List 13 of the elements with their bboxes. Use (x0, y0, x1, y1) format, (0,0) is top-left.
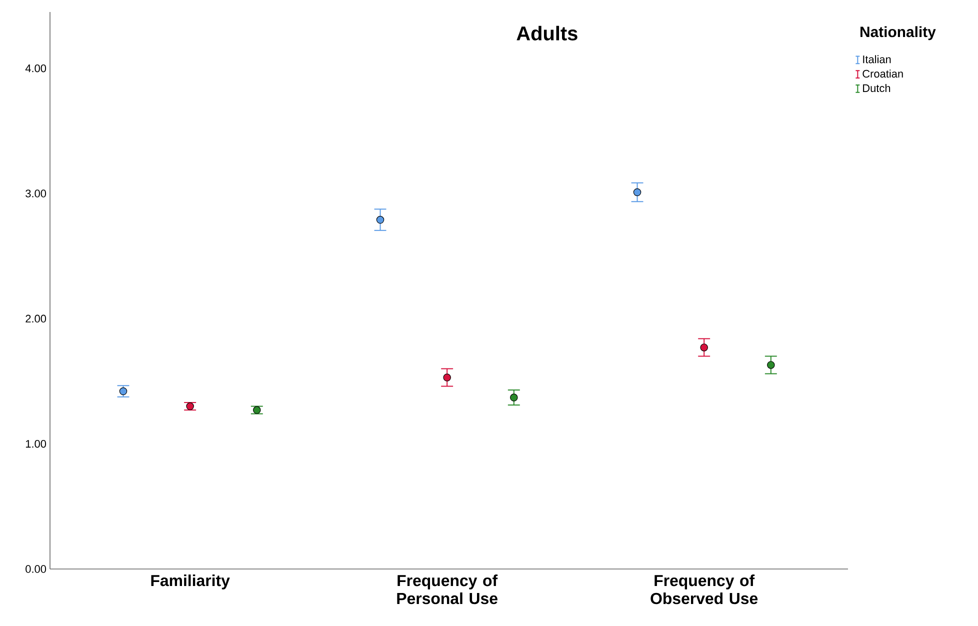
text: Adults (516, 26, 578, 40)
y-tick-label: 1.00 (26, 440, 46, 448)
y-tick-label: 2.00 (26, 314, 46, 323)
y-tick-label: 3.00 (26, 190, 46, 198)
legend-title: Nationality (860, 26, 936, 40)
legend-label: Croatian (862, 70, 903, 78)
legend-label: Dutch (863, 84, 890, 92)
x-tick-label: Frequency of Observed Use (650, 574, 758, 604)
y-tick-label: 0.00 (26, 565, 46, 573)
y-tick-label: 4.00 (25, 64, 46, 72)
x-tick-label: Frequency of Personal Use (397, 574, 498, 604)
legend-label: Italian (863, 55, 891, 64)
x-tick-label: Familiarity (151, 574, 230, 590)
